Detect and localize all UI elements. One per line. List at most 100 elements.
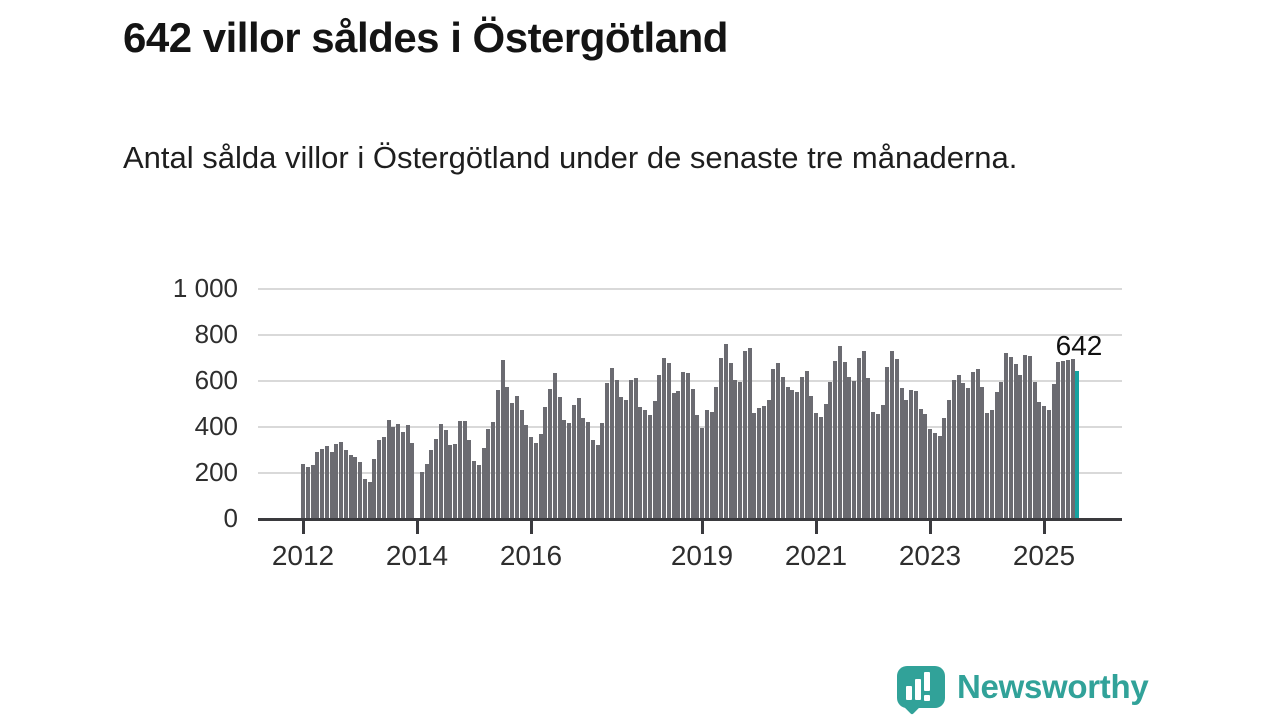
bar xyxy=(386,420,391,519)
axis-tick xyxy=(928,521,932,534)
value-annotation: 642 xyxy=(1055,330,1103,361)
bar xyxy=(434,438,438,519)
bar xyxy=(438,423,443,519)
bar xyxy=(928,429,932,519)
bar xyxy=(467,439,472,519)
bar xyxy=(885,366,890,519)
bar xyxy=(410,443,415,519)
gridline xyxy=(258,472,1122,474)
bar xyxy=(985,412,989,519)
gridline xyxy=(258,426,1122,428)
bar xyxy=(975,369,980,519)
bar xyxy=(904,400,909,519)
bar xyxy=(505,386,510,519)
bar xyxy=(405,425,410,519)
bar xyxy=(894,359,899,519)
bar xyxy=(652,401,657,519)
bar xyxy=(890,351,894,519)
bar xyxy=(600,423,605,519)
x-axis-label: 2019 xyxy=(670,540,734,571)
bar xyxy=(999,382,1004,519)
bar xyxy=(947,400,951,519)
bar xyxy=(529,436,533,519)
axis-tick xyxy=(415,521,419,534)
bar xyxy=(970,371,975,519)
bar xyxy=(429,450,434,519)
y-axis-label: 800 xyxy=(194,319,238,349)
bar xyxy=(624,400,628,519)
bar xyxy=(557,396,562,519)
bar xyxy=(495,390,500,519)
bar xyxy=(776,362,780,519)
bar xyxy=(1065,360,1070,519)
bar xyxy=(695,415,700,519)
bar xyxy=(714,386,719,519)
bar xyxy=(510,402,514,519)
bar xyxy=(424,463,429,519)
x-axis-label: 2012 xyxy=(271,540,335,571)
bar xyxy=(913,390,918,519)
bar xyxy=(690,389,695,519)
bar xyxy=(785,386,790,519)
bar xyxy=(671,392,676,519)
x-axis-label: 2025 xyxy=(1012,540,1076,571)
page-subtitle: Antal sålda villor i Östergötland under … xyxy=(123,140,1018,175)
bar xyxy=(1004,353,1008,519)
bar xyxy=(723,343,728,519)
axis-tick xyxy=(814,521,818,534)
bar xyxy=(1070,359,1075,519)
bar xyxy=(576,397,581,519)
bar xyxy=(638,406,643,519)
brand-name: Newsworthy xyxy=(957,668,1149,705)
bar xyxy=(324,446,329,519)
bar xyxy=(339,442,343,519)
bar xyxy=(334,443,339,519)
bar xyxy=(828,382,833,519)
logo-exclamation-dot xyxy=(924,695,930,701)
bar xyxy=(457,420,462,519)
bar xyxy=(875,414,880,519)
bar xyxy=(909,389,913,519)
bar xyxy=(571,404,576,519)
bar xyxy=(790,389,795,519)
bar xyxy=(989,409,994,519)
bar xyxy=(861,350,866,519)
bar xyxy=(951,380,956,519)
bar xyxy=(614,380,619,519)
bar xyxy=(519,409,524,519)
gridline xyxy=(258,380,1122,382)
bar xyxy=(994,391,999,519)
bar xyxy=(937,435,942,519)
bar xyxy=(315,451,320,519)
bar xyxy=(419,471,424,519)
bar xyxy=(301,464,305,519)
bar xyxy=(1032,382,1037,519)
axis-tick xyxy=(700,521,704,534)
bar xyxy=(738,381,742,519)
y-axis-label: 0 xyxy=(223,503,238,533)
y-axis-label: 600 xyxy=(194,365,238,395)
bar xyxy=(814,413,818,519)
bar xyxy=(804,370,809,519)
bar xyxy=(372,459,377,519)
bar xyxy=(757,408,761,519)
logo-bar-short xyxy=(906,686,912,700)
bar xyxy=(728,363,733,519)
bar xyxy=(666,363,671,519)
bar xyxy=(481,447,486,519)
bar xyxy=(1013,364,1018,519)
bar xyxy=(932,433,937,519)
bar xyxy=(752,412,757,519)
bar xyxy=(1056,361,1061,519)
bar xyxy=(657,375,662,519)
x-axis-label: 2016 xyxy=(499,540,563,571)
bar xyxy=(662,357,666,519)
bar xyxy=(761,406,766,519)
axis-tick xyxy=(1042,521,1046,534)
bar xyxy=(320,449,324,519)
bar xyxy=(719,357,723,519)
bar xyxy=(704,409,709,519)
x-axis-label: 2014 xyxy=(385,540,449,571)
logo-exclamation-stem xyxy=(924,672,930,691)
